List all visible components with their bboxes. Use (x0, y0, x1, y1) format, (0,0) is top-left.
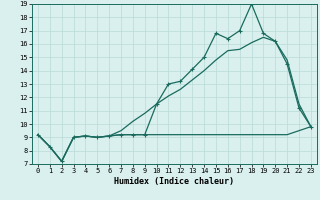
X-axis label: Humidex (Indice chaleur): Humidex (Indice chaleur) (115, 177, 234, 186)
